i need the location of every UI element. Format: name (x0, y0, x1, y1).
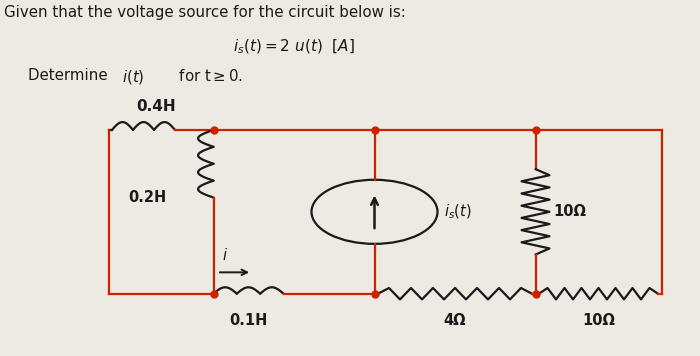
Text: $i(t)$: $i(t)$ (122, 68, 145, 86)
Text: 0.1H: 0.1H (230, 313, 267, 328)
Text: 10Ω: 10Ω (553, 204, 586, 219)
Text: Determine: Determine (28, 68, 113, 83)
Text: 0.2H: 0.2H (128, 190, 166, 205)
Text: 4Ω: 4Ω (444, 313, 466, 328)
Text: $i_s(t)$: $i_s(t)$ (444, 203, 472, 221)
Text: for t$\geq$0.: for t$\geq$0. (174, 68, 243, 84)
Text: 10Ω: 10Ω (582, 313, 615, 328)
Text: $i_s(t) = 2\ u(t)\ \ [A]$: $i_s(t) = 2\ u(t)\ \ [A]$ (233, 37, 355, 56)
Text: $i$: $i$ (222, 247, 228, 262)
Text: 0.4H: 0.4H (136, 99, 176, 114)
Text: Given that the voltage source for the circuit below is:: Given that the voltage source for the ci… (4, 5, 405, 20)
